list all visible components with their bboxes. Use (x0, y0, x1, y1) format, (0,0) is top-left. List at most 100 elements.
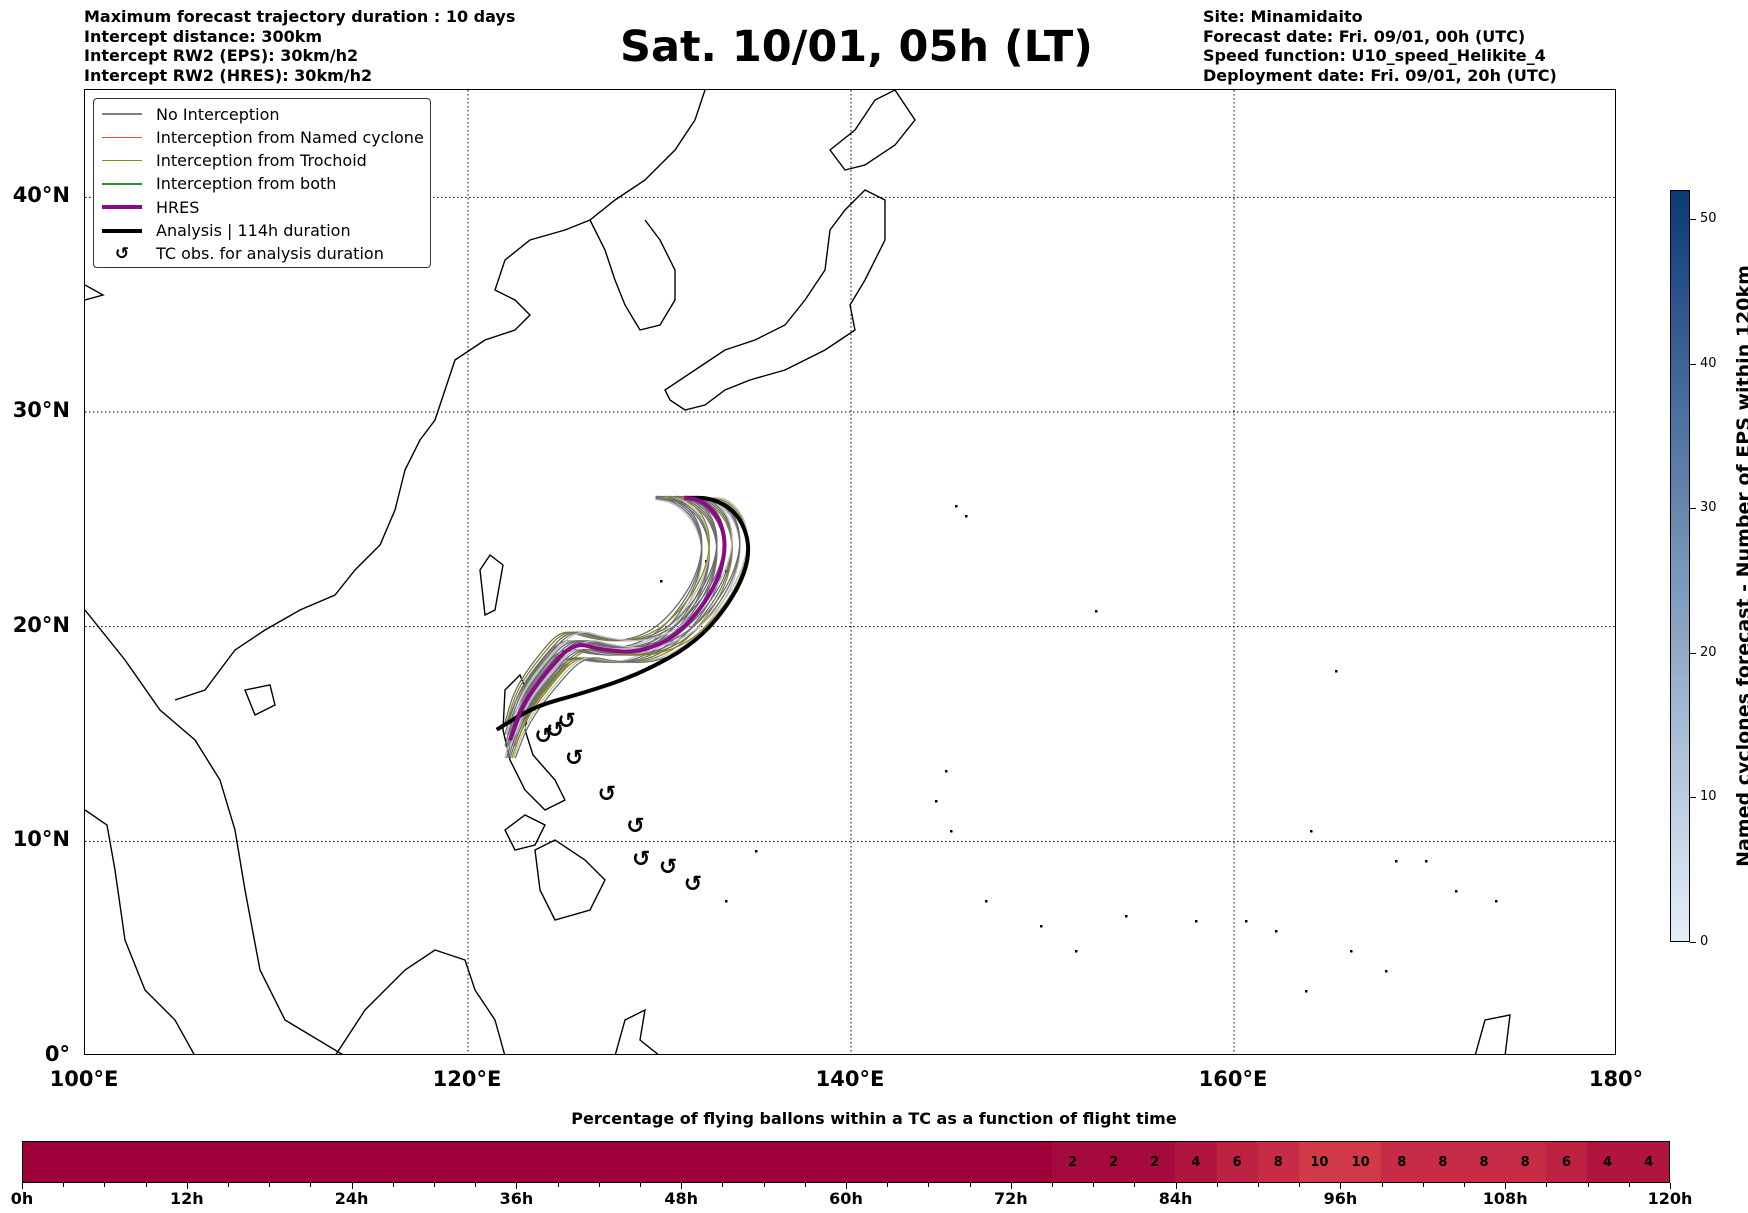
percentage-cell: 8 (1463, 1142, 1505, 1182)
percentage-axis-label: 96h (1323, 1189, 1358, 1208)
island-dot (1495, 900, 1498, 903)
percentage-axis-tick (1093, 1183, 1095, 1187)
percentage-axis-tick (1587, 1183, 1589, 1187)
percentage-cell (311, 1142, 353, 1182)
mainland-coast (85, 90, 706, 1054)
ensemble-member-track (512, 497, 741, 747)
percentage-cell (804, 1142, 847, 1182)
percentage-axis-tick (598, 1183, 600, 1187)
percentage-axis-tick (351, 1183, 353, 1189)
island-dot (1305, 990, 1308, 993)
latitude-label: 10°N (12, 827, 70, 852)
tc-observation-marker: ↺ (632, 846, 651, 872)
percentage-axis-tick (846, 1183, 847, 1189)
map-canvas[interactable] (85, 90, 1616, 1055)
tc-observation-marker: ↺ (683, 872, 703, 898)
percentage-axis-label: 72h (993, 1189, 1028, 1208)
island-dot (660, 580, 663, 583)
percentage-axis-label: 36h (499, 1189, 534, 1208)
legend-swatch (102, 136, 142, 139)
island-dot (1335, 670, 1338, 673)
colorbar-tick (1690, 363, 1696, 365)
percentage-axis-tick (640, 1183, 641, 1187)
island-dot (935, 800, 938, 803)
colorbar-tick-label: 50 (1700, 210, 1717, 226)
percentage-chart: 2 2 2 4 6 8 10 10 8 8 8 8 6 4 4 (22, 1141, 1670, 1183)
island-dot (950, 830, 953, 833)
percentage-axis-tick (1299, 1183, 1301, 1187)
percentage-cell (887, 1142, 929, 1182)
longitude-label: 100°E (49, 1067, 119, 1091)
percentage-cell (558, 1142, 600, 1182)
percentage-axis-tick (681, 1183, 683, 1189)
percentage-axis-label: 0h (10, 1189, 34, 1208)
percentage-axis-tick (186, 1183, 188, 1189)
tc-observation-marker: ↺ (565, 745, 584, 771)
island-dot (1310, 830, 1313, 833)
island-dot (1395, 860, 1398, 863)
site-line: Speed function: U10_speed_Helikite_4 (1203, 46, 1546, 65)
percentage-cell (228, 1142, 270, 1182)
island-dot (1350, 950, 1353, 953)
island-dot (1455, 890, 1458, 893)
hainan-coast (244, 684, 276, 716)
visayas-coast (504, 814, 546, 851)
percentage-axis-tick (516, 1183, 518, 1189)
legend-swatch (102, 183, 142, 185)
map-panel[interactable] (84, 89, 1616, 1055)
percentage-cell: 8 (1257, 1142, 1299, 1182)
ensemble-member-track (507, 495, 718, 723)
latitude-label: 20°N (12, 612, 70, 637)
param-line: Maximum forecast trajectory duration : 1… (84, 7, 516, 26)
percentage-cell: 2 (1134, 1142, 1176, 1182)
longitude-label: 140°E (815, 1067, 885, 1091)
island-dot (725, 900, 728, 903)
tc-observation-marker: ↺ (658, 855, 678, 881)
forecast-parameters: Maximum forecast trajectory duration : 1… (84, 7, 515, 85)
percentage-axis-label: 120h (1647, 1189, 1693, 1208)
percentage-axis-tick (434, 1183, 435, 1187)
legend-label: Interception from Named cyclone (156, 127, 424, 147)
percentage-axis-tick (928, 1183, 930, 1187)
island-dot (1385, 970, 1388, 973)
legend-item: No Interception (102, 103, 280, 125)
percentage-axis-tick (763, 1183, 765, 1187)
new-guinea-coast (1474, 1014, 1511, 1054)
ensemble-member-track (506, 496, 710, 735)
colorbar-tick (1690, 652, 1696, 654)
legend-item: Interception from Named cyclone (102, 126, 424, 148)
japan-coast (664, 189, 886, 411)
ensemble-member-track (507, 496, 718, 735)
percentage-axis-tick (1381, 1183, 1383, 1187)
percentage-axis-tick (228, 1183, 229, 1187)
island-dot (1040, 925, 1043, 928)
site-info: Site: Minamidaito Forecast date: Fri. 09… (1203, 7, 1557, 85)
coastlines (85, 90, 1511, 1054)
tc-observation-marker: ↺ (545, 717, 565, 743)
percentage-cell: 8 (1504, 1142, 1546, 1182)
island-dot (945, 770, 948, 773)
legend-label: HRES (156, 197, 200, 217)
legend-item: Analysis | 114h duration (102, 220, 351, 242)
percentage-cell: 6 (1545, 1142, 1587, 1182)
percentage-cell: 2 (1051, 1142, 1094, 1182)
percentage-cell (269, 1142, 312, 1182)
percentage-axis-tick (1670, 1183, 1671, 1189)
percentage-cell (434, 1142, 476, 1182)
ensemble-member-track (511, 497, 733, 747)
percentage-axis-tick (1258, 1183, 1259, 1187)
longitude-label: 180° (1588, 1067, 1644, 1091)
small-islands (660, 505, 1498, 993)
percentage-cell: 4 (1175, 1142, 1217, 1182)
percentage-chart-title: Percentage of flying ballons within a TC… (571, 1109, 1177, 1128)
island-dot (965, 515, 968, 518)
percentage-cell: 10 (1298, 1142, 1340, 1182)
site-line: Forecast date: Fri. 09/01, 00h (UTC) (1203, 26, 1526, 46)
colorbar (1670, 190, 1690, 942)
tc-observation-marker: ↺ (534, 724, 553, 750)
colorbar-tick (1690, 218, 1696, 220)
percentage-cell (105, 1142, 147, 1182)
legend-swatch (102, 228, 142, 233)
percentage-axis-tick (1464, 1183, 1465, 1187)
legend-swatch (102, 159, 142, 162)
